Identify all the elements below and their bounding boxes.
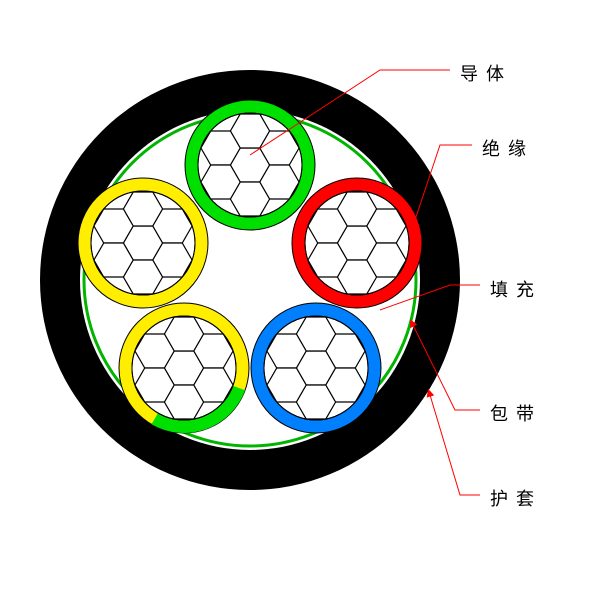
label-0: 导体	[460, 60, 512, 86]
core-4	[78, 178, 208, 308]
label-2: 填充	[490, 276, 542, 302]
core-0	[185, 100, 315, 230]
label-1: 绝缘	[482, 135, 534, 161]
core-1	[292, 178, 422, 308]
label-3: 包带	[490, 400, 542, 426]
core-3	[119, 303, 249, 433]
label-4: 护套	[490, 485, 542, 511]
core-2	[251, 303, 381, 433]
